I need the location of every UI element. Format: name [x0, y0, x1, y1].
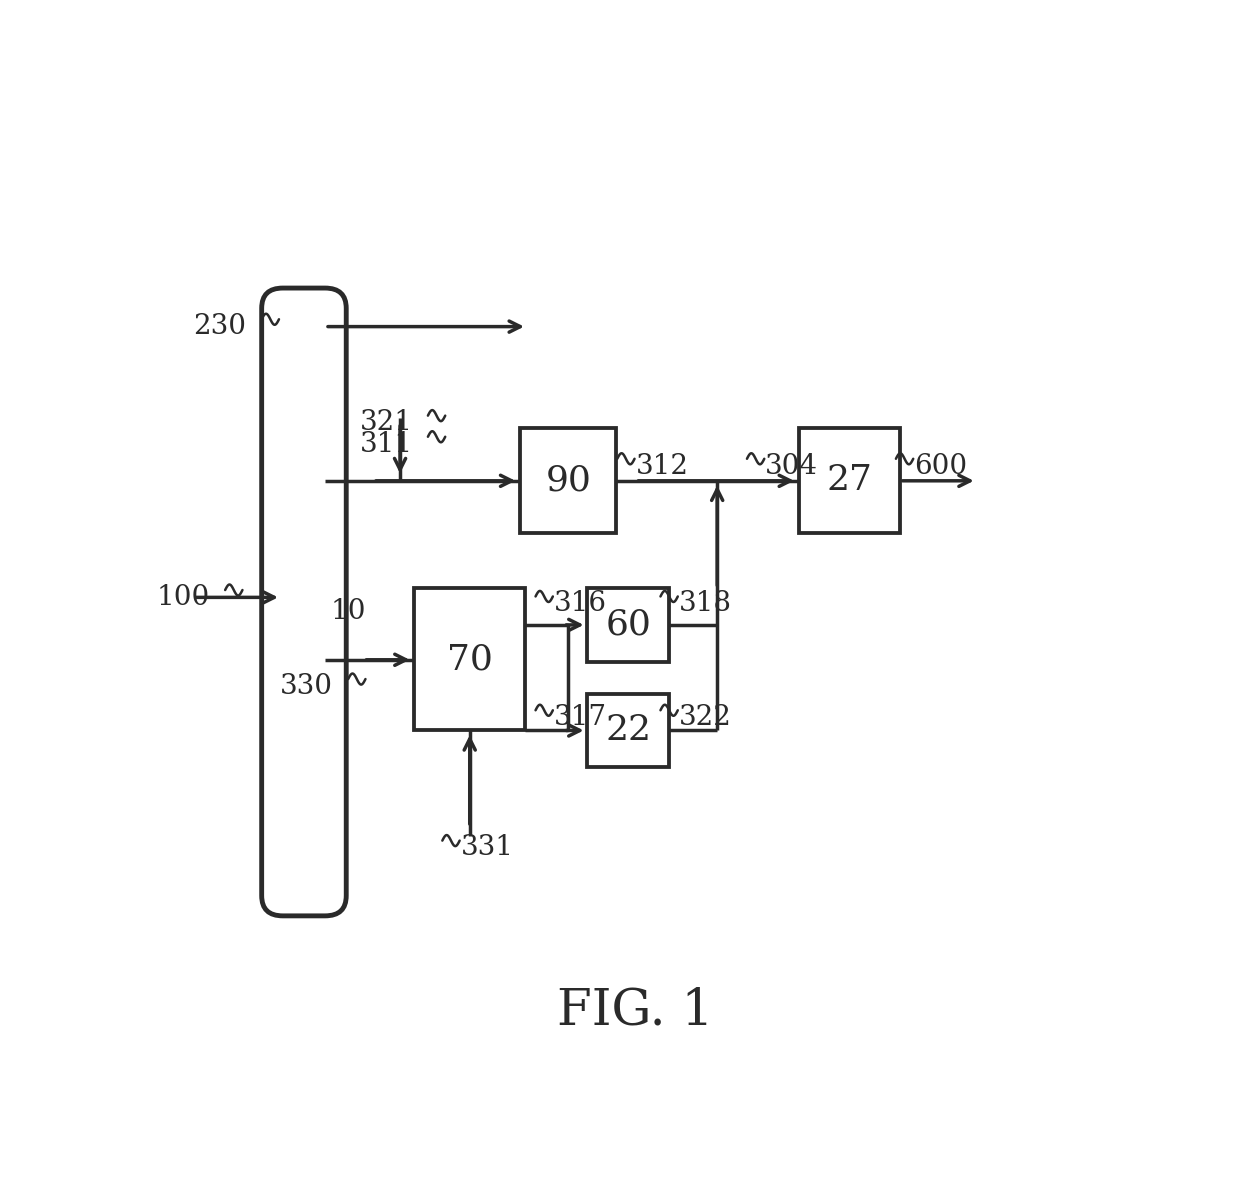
Text: 317: 317: [554, 704, 606, 731]
Text: 311: 311: [360, 430, 413, 458]
Text: 230: 230: [193, 313, 247, 340]
Text: 321: 321: [360, 410, 413, 436]
Bar: [799, 428, 900, 533]
Text: 90: 90: [546, 464, 591, 497]
Bar: [588, 694, 670, 768]
Text: FIG. 1: FIG. 1: [557, 986, 714, 1035]
FancyBboxPatch shape: [262, 288, 346, 915]
Text: 316: 316: [554, 590, 606, 617]
Text: 322: 322: [678, 704, 732, 731]
Bar: [521, 428, 616, 533]
Text: 22: 22: [605, 714, 651, 747]
Text: 330: 330: [280, 673, 332, 700]
Bar: [414, 588, 525, 731]
Text: 10: 10: [331, 597, 366, 625]
Text: 331: 331: [460, 834, 513, 862]
Text: 60: 60: [605, 608, 651, 642]
Text: 304: 304: [765, 453, 818, 479]
Text: 70: 70: [446, 642, 492, 676]
Text: 100: 100: [156, 584, 210, 610]
Text: 600: 600: [914, 453, 967, 479]
Text: 27: 27: [826, 464, 872, 497]
Bar: [588, 588, 670, 662]
Text: 318: 318: [678, 590, 732, 617]
Text: 312: 312: [635, 453, 688, 479]
